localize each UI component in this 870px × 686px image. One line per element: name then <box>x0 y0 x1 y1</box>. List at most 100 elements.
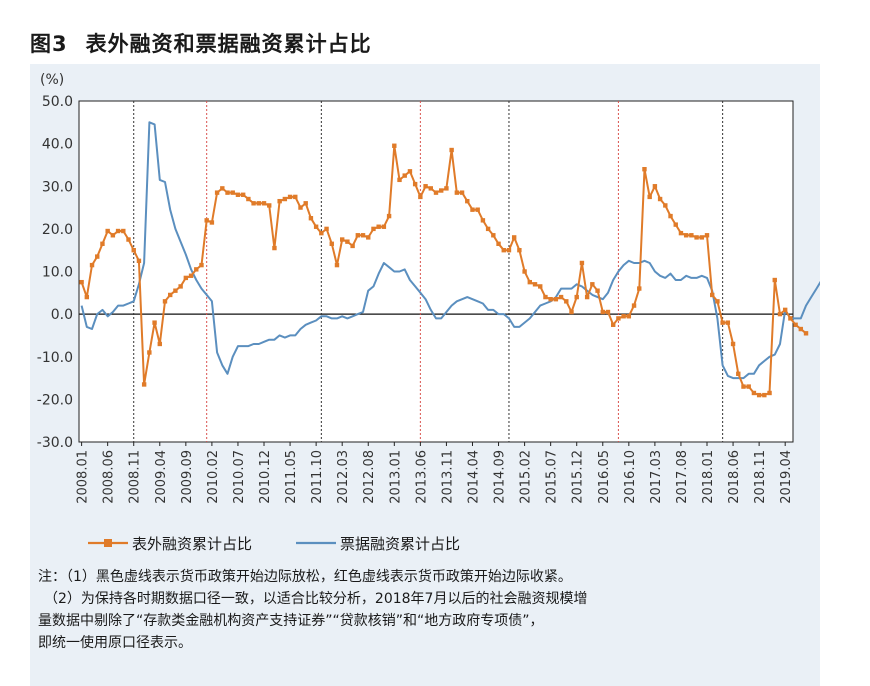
series-offbalance-point <box>360 233 366 238</box>
series-offbalance-point <box>501 247 506 253</box>
y-tick-label: 0.0 <box>51 307 73 323</box>
plot-area <box>78 100 794 443</box>
x-tick-label: 2019.04 <box>779 450 794 504</box>
series-offbalance-point <box>517 247 522 253</box>
series-offbalance-point <box>741 384 746 389</box>
series-offbalance-point <box>121 228 126 234</box>
series-offbalance-point <box>439 188 444 193</box>
x-tick-label: 2009.04 <box>154 450 169 504</box>
series-offbalance-point <box>334 262 340 268</box>
series-offbalance-point <box>751 390 757 396</box>
series-offbalance-point <box>762 392 767 398</box>
series-offbalance-point <box>303 201 308 206</box>
y-tick-label: -20.0 <box>37 392 73 408</box>
x-tick-label: 2012.03 <box>336 450 351 504</box>
series-offbalance-point <box>220 186 225 191</box>
series-offbalance-point <box>652 184 658 189</box>
x-tick-label: 2018.01 <box>701 450 716 504</box>
x-tick-label: 2008.11 <box>128 450 143 504</box>
series-offbalance-point <box>240 192 246 197</box>
series-offbalance-point <box>584 294 590 300</box>
series-offbalance-point <box>621 314 626 319</box>
series-offbalance-point <box>725 320 731 325</box>
y-tick-label: 50.0 <box>42 94 73 110</box>
series-offbalance-point <box>491 233 496 238</box>
series-offbalance-point <box>209 220 215 225</box>
note-line: 量数据中剔除了“存款类金融机构资产支持证券”“贷款核销”和“地方政府专项债”， <box>38 613 544 629</box>
legend-offbalance-label: 表外融资累计占比 <box>132 535 252 553</box>
series-offbalance-point <box>110 233 116 238</box>
series-offbalance-point <box>475 207 480 212</box>
x-tick-label: 2008.06 <box>102 450 117 504</box>
series-offbalance-point <box>168 292 173 298</box>
series-offbalance-point <box>246 196 251 202</box>
series-offbalance-point <box>683 233 689 238</box>
series-offbalance-point <box>157 341 162 347</box>
x-tick-label: 2011.05 <box>284 450 299 504</box>
line-chart: (%) 50.0 40.0 30.0 20.0 10.0 0.0 -10.0 -20.0 -30.… <box>37 72 820 553</box>
series-offbalance-point <box>610 322 616 327</box>
series-offbalance-point <box>355 233 361 238</box>
series-offbalance-point <box>225 190 230 195</box>
series-offbalance-point <box>736 371 741 376</box>
series-offbalance-point <box>277 198 282 204</box>
x-tick-label: 2018.06 <box>727 450 742 504</box>
series-offbalance-point <box>324 226 329 232</box>
series-offbalance-point <box>600 309 605 315</box>
series-offbalance-point <box>230 190 235 195</box>
series-offbalance-point <box>84 294 90 300</box>
series-offbalance-point <box>100 241 105 246</box>
series-offbalance-point <box>412 181 418 187</box>
series-offbalance-point <box>454 190 460 195</box>
series-offbalance-point <box>345 239 350 244</box>
x-tick-label: 2015.12 <box>571 450 586 504</box>
series-offbalance-point <box>642 167 647 172</box>
y-unit-label: (%) <box>40 72 64 88</box>
series-offbalance-point <box>465 198 470 204</box>
series-offbalance-point <box>663 203 668 208</box>
series-offbalance-point <box>678 230 684 236</box>
y-tick-label: 20.0 <box>42 222 73 238</box>
series-offbalance-point <box>558 294 564 300</box>
series-offbalance-point <box>423 184 428 189</box>
series-offbalance-point <box>115 228 121 234</box>
series-offbalance-point <box>376 224 381 229</box>
series-offbalance-point <box>730 341 736 347</box>
y-tick-label: -10.0 <box>37 350 73 366</box>
series-offbalance-point <box>543 294 548 300</box>
series-offbalance-point <box>532 282 538 287</box>
series-offbalance-point <box>95 254 100 259</box>
series-offbalance-point <box>162 299 168 304</box>
series-offbalance-point <box>251 201 256 206</box>
series-offbalance-point <box>381 224 387 229</box>
series-offbalance-point <box>339 237 345 242</box>
series-offbalance-point <box>79 279 84 285</box>
series-offbalance-point <box>235 192 241 197</box>
series-offbalance-point <box>772 277 777 283</box>
series-offbalance-point <box>616 316 621 321</box>
figure-number: 图3 <box>30 32 68 56</box>
series-offbalance-point <box>637 286 642 291</box>
series-offbalance-point <box>522 269 527 274</box>
series-offbalance-point <box>392 143 397 148</box>
series-offbalance-point <box>590 282 595 287</box>
series-offbalance-point <box>433 190 439 195</box>
series-offbalance-point <box>459 190 465 195</box>
series-offbalance-point <box>668 213 673 219</box>
series-offbalance-point <box>89 262 95 268</box>
series-offbalance-point <box>407 169 413 174</box>
series-offbalance-point <box>485 226 491 232</box>
note-line: （2）为保持各时期数据口径一致，以适合比较分析，2018年7月以后的社会融资规模… <box>44 591 588 607</box>
series-offbalance-point <box>366 235 371 240</box>
legend-bills-label: 票据融资累计占比 <box>340 535 460 553</box>
series-offbalance-point <box>793 322 798 327</box>
series-offbalance-point <box>506 247 512 253</box>
series-offbalance-point <box>444 186 449 191</box>
y-tick-label: 40.0 <box>42 137 73 153</box>
series-offbalance-point <box>689 233 694 238</box>
series-offbalance-point <box>261 201 267 206</box>
series-offbalance-point <box>418 194 423 200</box>
series-offbalance-point <box>272 245 277 251</box>
series-bills-line <box>80 121 820 380</box>
series-offbalance-point <box>569 309 574 315</box>
